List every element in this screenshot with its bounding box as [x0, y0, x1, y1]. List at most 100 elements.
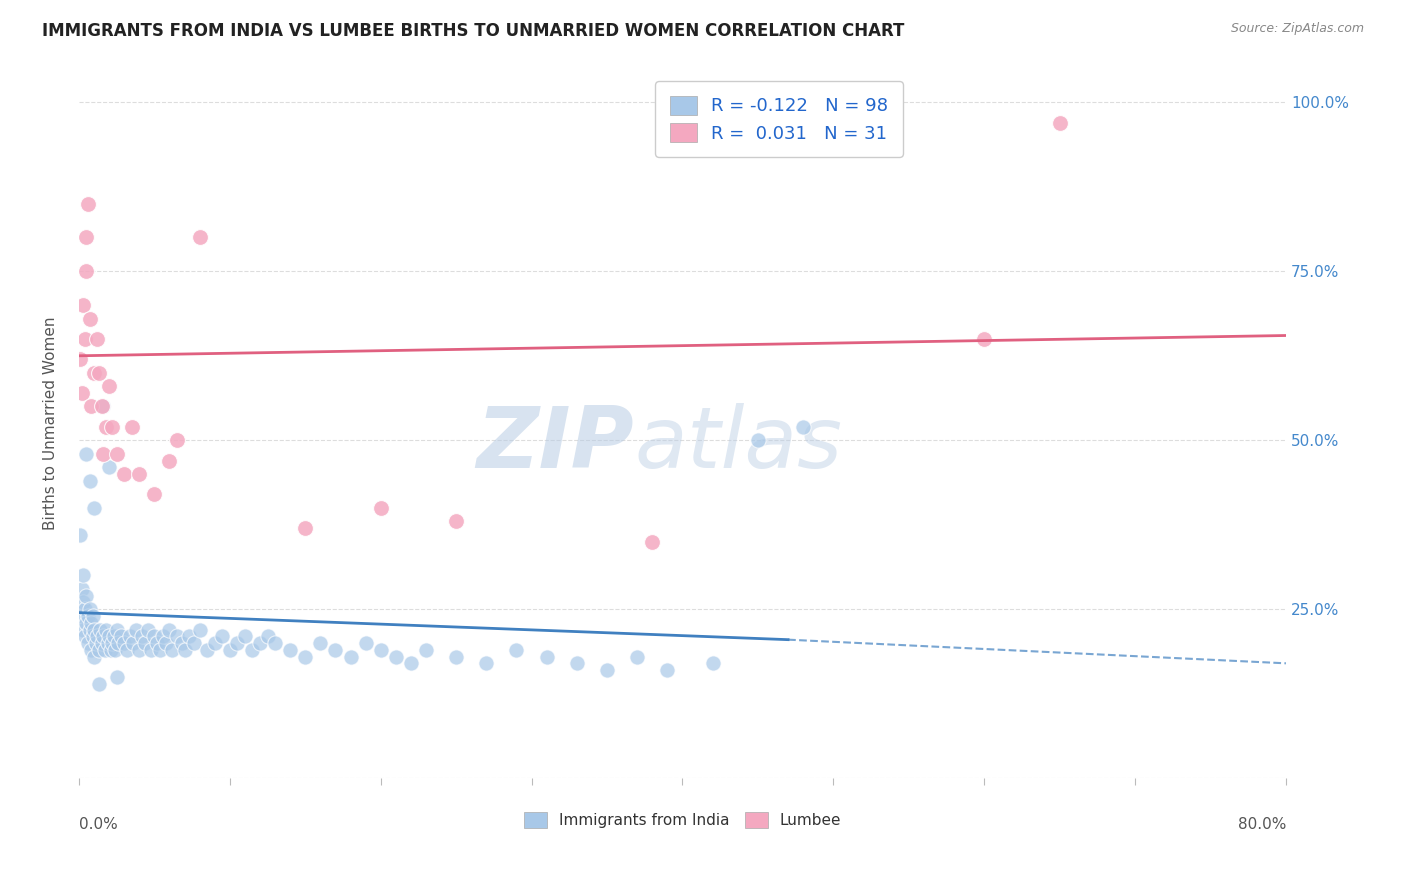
- Point: [73, 602, 96, 616]
- Point: [72, 595, 94, 609]
- Point: [80, 642, 103, 657]
- Point: [233, 629, 256, 643]
- Point: [72, 623, 94, 637]
- Point: [596, 663, 619, 677]
- Point: [79, 311, 101, 326]
- Point: [475, 657, 498, 671]
- Point: [80, 615, 103, 630]
- Point: [94, 623, 117, 637]
- Point: [83, 623, 105, 637]
- Point: [94, 419, 117, 434]
- Point: [70, 386, 93, 401]
- Point: [70, 609, 93, 624]
- Point: [657, 663, 679, 677]
- Point: [91, 400, 114, 414]
- Point: [294, 521, 316, 535]
- Point: [278, 642, 301, 657]
- Point: [76, 589, 98, 603]
- Text: Source: ZipAtlas.com: Source: ZipAtlas.com: [1230, 22, 1364, 36]
- Point: [162, 642, 184, 657]
- Point: [166, 434, 188, 448]
- Point: [370, 642, 392, 657]
- Point: [77, 196, 100, 211]
- Point: [76, 615, 98, 630]
- Point: [101, 419, 124, 434]
- Point: [149, 642, 172, 657]
- Text: 80.0%: 80.0%: [1237, 817, 1286, 832]
- Point: [90, 636, 112, 650]
- Point: [82, 609, 104, 624]
- Point: [565, 657, 588, 671]
- Point: [138, 623, 160, 637]
- Point: [97, 636, 120, 650]
- Point: [702, 657, 724, 671]
- Point: [98, 379, 121, 393]
- Point: [143, 487, 166, 501]
- Point: [1049, 115, 1071, 129]
- Point: [105, 447, 128, 461]
- Point: [159, 453, 181, 467]
- Point: [159, 623, 181, 637]
- Point: [98, 460, 121, 475]
- Point: [83, 366, 105, 380]
- Point: [747, 434, 769, 448]
- Point: [120, 629, 142, 643]
- Point: [128, 642, 150, 657]
- Point: [325, 642, 347, 657]
- Point: [125, 623, 148, 637]
- Point: [141, 642, 163, 657]
- Point: [134, 636, 156, 650]
- Point: [83, 649, 105, 664]
- Point: [264, 636, 287, 650]
- Point: [80, 400, 103, 414]
- Point: [90, 400, 112, 414]
- Point: [354, 636, 377, 650]
- Point: [444, 649, 467, 664]
- Point: [79, 602, 101, 616]
- Point: [173, 642, 195, 657]
- Point: [256, 629, 278, 643]
- Point: [370, 500, 392, 515]
- Point: [112, 636, 135, 650]
- Point: [105, 623, 128, 637]
- Point: [110, 629, 132, 643]
- Point: [73, 332, 96, 346]
- Point: [98, 629, 121, 643]
- Point: [104, 642, 127, 657]
- Point: [128, 467, 150, 481]
- Point: [188, 623, 211, 637]
- Point: [195, 642, 218, 657]
- Point: [72, 298, 94, 312]
- Point: [204, 636, 226, 650]
- Point: [105, 670, 128, 684]
- Point: [143, 629, 166, 643]
- Text: 0.0%: 0.0%: [79, 817, 118, 832]
- Point: [444, 515, 467, 529]
- Point: [87, 642, 110, 657]
- Point: [146, 636, 169, 650]
- Point: [183, 636, 205, 650]
- Point: [72, 568, 94, 582]
- Point: [399, 657, 422, 671]
- Point: [77, 636, 100, 650]
- Point: [86, 332, 108, 346]
- Point: [792, 419, 814, 434]
- Text: ZIP: ZIP: [477, 403, 634, 486]
- Point: [86, 629, 108, 643]
- Point: [83, 500, 105, 515]
- Point: [641, 534, 664, 549]
- Point: [249, 636, 271, 650]
- Point: [339, 649, 361, 664]
- Y-axis label: Births to Unmarried Women: Births to Unmarried Women: [44, 317, 58, 530]
- Point: [69, 528, 91, 542]
- Legend: Immigrants from India, Lumbee: Immigrants from India, Lumbee: [517, 805, 848, 834]
- Point: [973, 332, 995, 346]
- Point: [76, 447, 98, 461]
- Point: [87, 366, 110, 380]
- Point: [218, 642, 240, 657]
- Point: [82, 629, 104, 643]
- Point: [76, 264, 98, 278]
- Point: [79, 623, 101, 637]
- Point: [226, 636, 249, 650]
- Point: [385, 649, 408, 664]
